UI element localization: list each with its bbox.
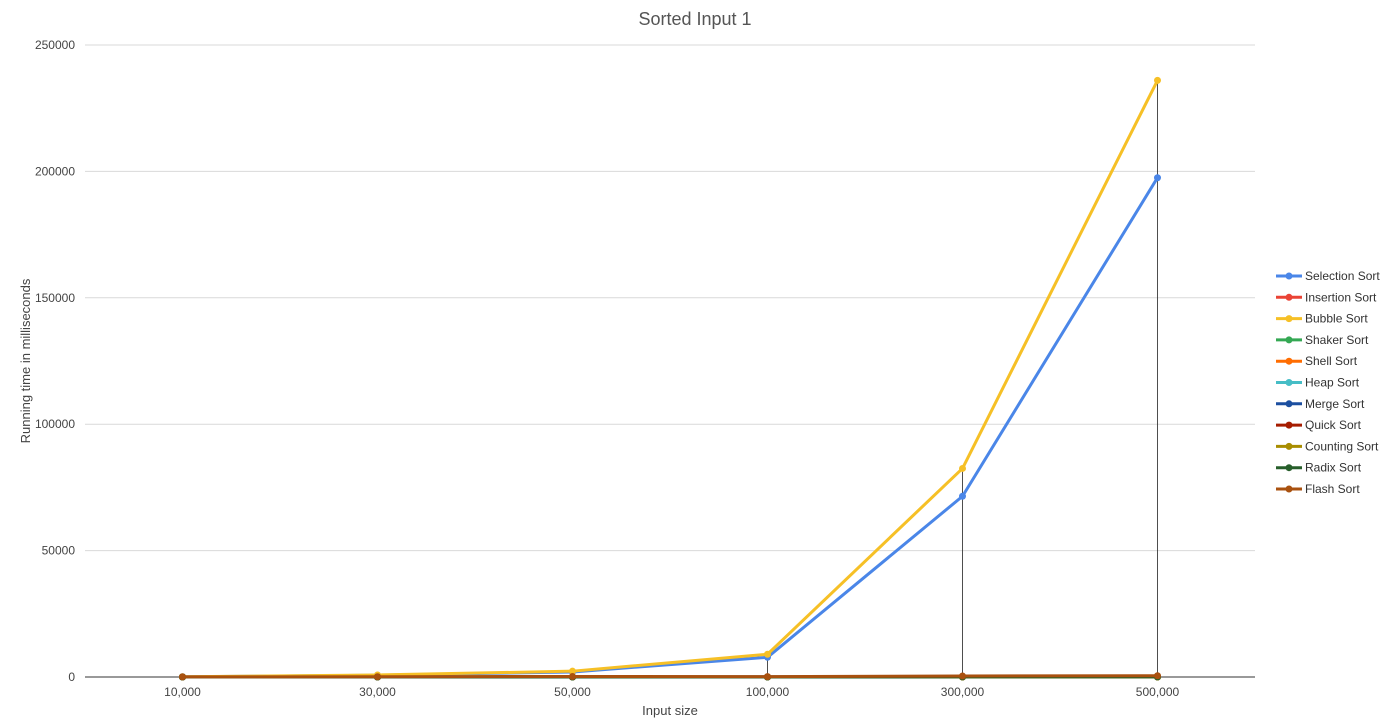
legend-item: Shell Sort — [1276, 354, 1358, 368]
data-point — [179, 673, 186, 681]
x-tick-label: 10,000 — [164, 685, 201, 699]
x-tick-label: 500,000 — [1136, 685, 1180, 699]
series-line — [182, 176, 1159, 679]
legend-swatch-marker — [1285, 464, 1293, 472]
legend-swatch-marker — [1285, 357, 1293, 365]
x-tick-label: 300,000 — [941, 685, 985, 699]
y-tick-label: 200000 — [35, 164, 75, 178]
legend-label: Selection Sort — [1305, 269, 1380, 283]
data-point — [569, 667, 576, 675]
chart-title: Sorted Input 1 — [638, 9, 751, 29]
legend-swatch-marker — [1285, 272, 1293, 280]
legend-item: Flash Sort — [1276, 482, 1360, 496]
legend-label: Merge Sort — [1305, 397, 1365, 411]
data-point — [959, 672, 966, 680]
series-selection-sort — [179, 174, 1161, 681]
y-tick-label: 0 — [68, 670, 75, 684]
legend-swatch-marker — [1285, 336, 1293, 344]
series-line — [182, 674, 1158, 679]
y-tick-label: 150000 — [35, 291, 75, 305]
x-tick-label: 100,000 — [746, 685, 790, 699]
legend-swatch-marker — [1285, 442, 1293, 450]
legend-label: Shaker Sort — [1305, 333, 1369, 347]
data-point — [959, 464, 966, 472]
legend-swatch-marker — [1285, 421, 1293, 429]
legend-label: Heap Sort — [1305, 376, 1360, 390]
legend-swatch-marker — [1285, 379, 1293, 386]
data-point — [764, 650, 771, 658]
legend-label: Insertion Sort — [1305, 290, 1377, 304]
legend-item: Merge Sort — [1276, 397, 1365, 411]
series-flash-sort — [179, 672, 1161, 681]
legend-label: Flash Sort — [1305, 482, 1360, 496]
data-point — [959, 492, 966, 500]
legend-item: Heap Sort — [1276, 376, 1360, 390]
data-point — [1154, 76, 1161, 84]
data-point — [1154, 672, 1161, 680]
grid-lines — [85, 44, 1255, 678]
y-tick-label: 250000 — [35, 38, 75, 52]
drop-lines — [767, 80, 1158, 677]
x-axis-title: Input size — [642, 703, 698, 718]
series-bubble-sort — [179, 76, 1161, 681]
legend-label: Radix Sort — [1305, 461, 1362, 475]
legend-item: Shaker Sort — [1276, 333, 1369, 347]
legend-item: Selection Sort — [1276, 269, 1380, 283]
data-point — [1154, 174, 1161, 182]
y-axis-title: Running time in milliseconds — [18, 278, 33, 443]
series-line — [182, 79, 1159, 679]
legend-label: Counting Sort — [1305, 439, 1379, 453]
legend: Selection Sort Insertion Sort Bubble Sort S… — [1276, 269, 1380, 496]
y-tick-label: 50000 — [42, 544, 76, 558]
data-point — [569, 672, 576, 680]
legend-label: Bubble Sort — [1305, 312, 1368, 326]
legend-item: Counting Sort — [1276, 439, 1379, 453]
data-point — [764, 673, 771, 681]
legend-item: Bubble Sort — [1276, 312, 1368, 326]
x-tick-label: 50,000 — [554, 685, 591, 699]
series-lines — [179, 76, 1161, 681]
legend-swatch-marker — [1285, 293, 1293, 301]
legend-swatch-marker — [1285, 315, 1293, 323]
legend-item: Insertion Sort — [1276, 290, 1377, 304]
y-tick-label: 100000 — [35, 417, 75, 431]
legend-item: Quick Sort — [1276, 418, 1362, 432]
legend-swatch-marker — [1285, 485, 1293, 493]
x-tick-label: 30,000 — [359, 685, 396, 699]
data-point — [374, 673, 381, 681]
legend-label: Quick Sort — [1305, 418, 1362, 432]
legend-swatch-marker — [1285, 400, 1293, 408]
y-axis-ticks: 0 50000 100000 150000 200000 250000 — [35, 38, 75, 684]
legend-label: Shell Sort — [1305, 354, 1358, 368]
x-axis-ticks: 10,000 30,000 50,000 100,000 300,000 500,000 — [164, 685, 1179, 699]
legend-item: Radix Sort — [1276, 461, 1362, 475]
